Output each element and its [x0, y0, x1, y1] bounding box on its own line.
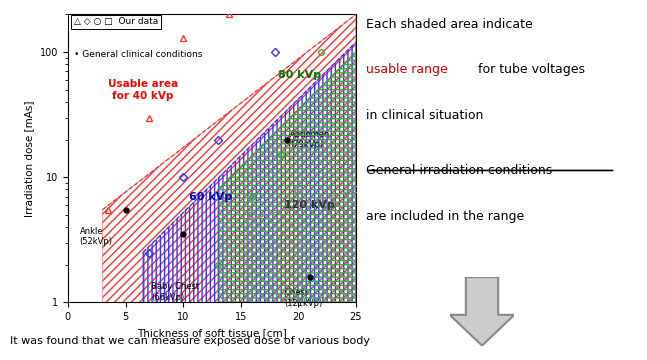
- Text: 60 kVp: 60 kVp: [189, 192, 232, 202]
- Text: 80 kVp: 80 kVp: [278, 71, 321, 81]
- Text: • General clinical conditions: • General clinical conditions: [74, 50, 202, 59]
- Text: Abdomen
(79kVp): Abdomen (79kVp): [291, 130, 331, 149]
- Text: Baby Chest
(66kVp): Baby Chest (66kVp): [151, 282, 199, 302]
- Text: General irradiation conditions: General irradiation conditions: [366, 164, 552, 177]
- Text: in clinical situation: in clinical situation: [366, 109, 483, 122]
- Text: Usable area
for 40 kVp: Usable area for 40 kVp: [108, 79, 178, 100]
- Text: are included in the range: are included in the range: [366, 210, 524, 222]
- Text: △ ◇ ○ □  Our data: △ ◇ ○ □ Our data: [74, 17, 158, 26]
- Text: Ankle
(52kVp): Ankle (52kVp): [80, 227, 113, 247]
- Polygon shape: [450, 277, 514, 346]
- Text: Chest
(121kVp): Chest (121kVp): [285, 288, 323, 307]
- Text: 120 kVp: 120 kVp: [285, 200, 335, 210]
- Text: Each shaded area indicate: Each shaded area indicate: [366, 18, 532, 31]
- Text: It was found that we can measure exposed dose of various body: It was found that we can measure exposed…: [10, 337, 369, 346]
- Text: for tube voltages: for tube voltages: [474, 63, 586, 76]
- Y-axis label: Irradiation dose [mAs]: Irradiation dose [mAs]: [25, 100, 34, 217]
- Text: usable range: usable range: [366, 63, 447, 76]
- X-axis label: Thickness of soft tissue [cm]: Thickness of soft tissue [cm]: [137, 328, 287, 338]
